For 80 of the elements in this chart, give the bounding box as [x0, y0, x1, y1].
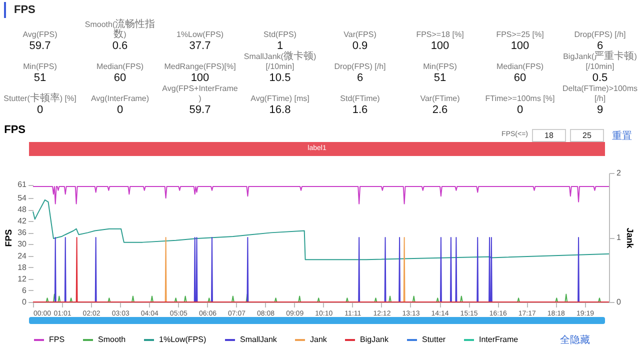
line-series [32, 199, 610, 260]
y-tick-label: 48 [18, 205, 28, 214]
category-label: FPS>=18 [%] [416, 30, 464, 40]
category-label: 1%Low(FPS) [176, 30, 224, 40]
legend-label: 1%Low(FPS) [159, 335, 206, 344]
y-tick-label: 61 [18, 180, 28, 190]
data-label: 51 [32, 72, 48, 84]
category-label: BigJank(严重卡顿)[/10min] [563, 51, 637, 71]
data-label: 100 [430, 40, 450, 52]
data-label: 0.5 [591, 72, 609, 84]
data-label: 2.6 [431, 104, 449, 116]
data-label: 1.6 [351, 104, 369, 116]
category-label: Var(FTime) [420, 94, 460, 104]
category-label: Std(FTime) [340, 94, 380, 104]
data-label: 0 [516, 104, 524, 116]
category-label: Min(FPS) [23, 62, 57, 72]
category-label: Avg(FPS) [22, 30, 58, 40]
data-label: 0.9 [351, 40, 369, 52]
data-label: 0 [116, 104, 124, 116]
category-label: Stutter(卡顿率) [%] [4, 93, 76, 104]
category-label: Median(FPS) [496, 62, 544, 72]
data-label: 16.8 [268, 104, 292, 116]
category-label: Median(FPS) [96, 62, 144, 72]
category-label: Delta(FTime)>100ms [/h] [562, 84, 638, 104]
text: 重置 [612, 130, 632, 143]
input-field: 18 [532, 129, 566, 142]
chart-title: FPS [4, 124, 26, 136]
legend-label: Jank [310, 335, 328, 344]
category-label: FTime>=100ms [%] [485, 94, 555, 104]
text: FPS [4, 2, 640, 18]
category-label: Var(FPS) [344, 30, 376, 40]
y2-axis-title: Jank [624, 228, 635, 250]
category-label: Avg(InterFrame) [90, 94, 150, 104]
category-label: Std(FPS) [264, 30, 296, 40]
data-label: 100 [510, 40, 530, 52]
data-label: 59.7 [28, 40, 52, 52]
data-label: 6 [596, 40, 604, 52]
y2-tick-label: 0 [616, 298, 622, 306]
category-label: MedRange(FPS)[%] [164, 62, 236, 72]
data-label: 51 [432, 72, 448, 84]
data-label: 37.7 [188, 40, 212, 52]
data-label: 0 [36, 104, 44, 116]
legend-label: BigJank [360, 335, 390, 344]
text: 全隐藏 [560, 334, 590, 347]
category-label: Drop(FPS) [/h] [574, 30, 626, 40]
data-label: 100 [190, 72, 210, 84]
data-label: 6 [356, 72, 364, 84]
y-tick-label: 30 [18, 240, 28, 249]
category-label: Avg(FPS+InterFrame) [162, 84, 238, 104]
legend-label: Smooth [98, 335, 126, 344]
y-tick-label: 12 [18, 274, 28, 284]
data-label: 0.6 [111, 40, 129, 52]
data-label: 59.7 [188, 104, 212, 116]
y-tick-label: 42 [18, 216, 28, 226]
y-tick-label: 18 [18, 262, 28, 272]
legend-label: Stutter [422, 335, 446, 344]
line-series [32, 186, 610, 204]
category-label: SmallJank(微卡顿)[/10min] [244, 51, 316, 71]
y2-tick-label: 1 [616, 233, 622, 242]
input-field: 25 [570, 129, 604, 142]
legend-label: InterFrame [479, 335, 519, 344]
data-label: 9 [596, 104, 604, 116]
legend-label: FPS [49, 335, 65, 344]
data-label: 60 [112, 72, 128, 84]
y-tick-label: 24 [18, 251, 28, 260]
category-label: Min(FPS) [423, 62, 457, 72]
y-tick-label: 6 [22, 286, 28, 295]
y-tick-label: 0 [22, 298, 28, 306]
y-tick-label: 54 [18, 194, 28, 203]
category-label: FPS>=25 [%] [496, 30, 544, 40]
data-label: 1 [276, 40, 284, 52]
data-label: 60 [512, 72, 528, 84]
category-label: Smooth(流畅性指数) [84, 19, 156, 40]
category-label: Drop(FPS) [/h] [334, 62, 386, 72]
y2-tick-label: 2 [616, 168, 622, 178]
y-axis-title: FPS [4, 229, 14, 247]
category-label: Avg(FTime) [ms] [250, 94, 310, 104]
legend-label: SmallJank [240, 335, 278, 344]
y-tick-label: 36 [18, 228, 28, 238]
data-label: 10.5 [268, 72, 292, 84]
